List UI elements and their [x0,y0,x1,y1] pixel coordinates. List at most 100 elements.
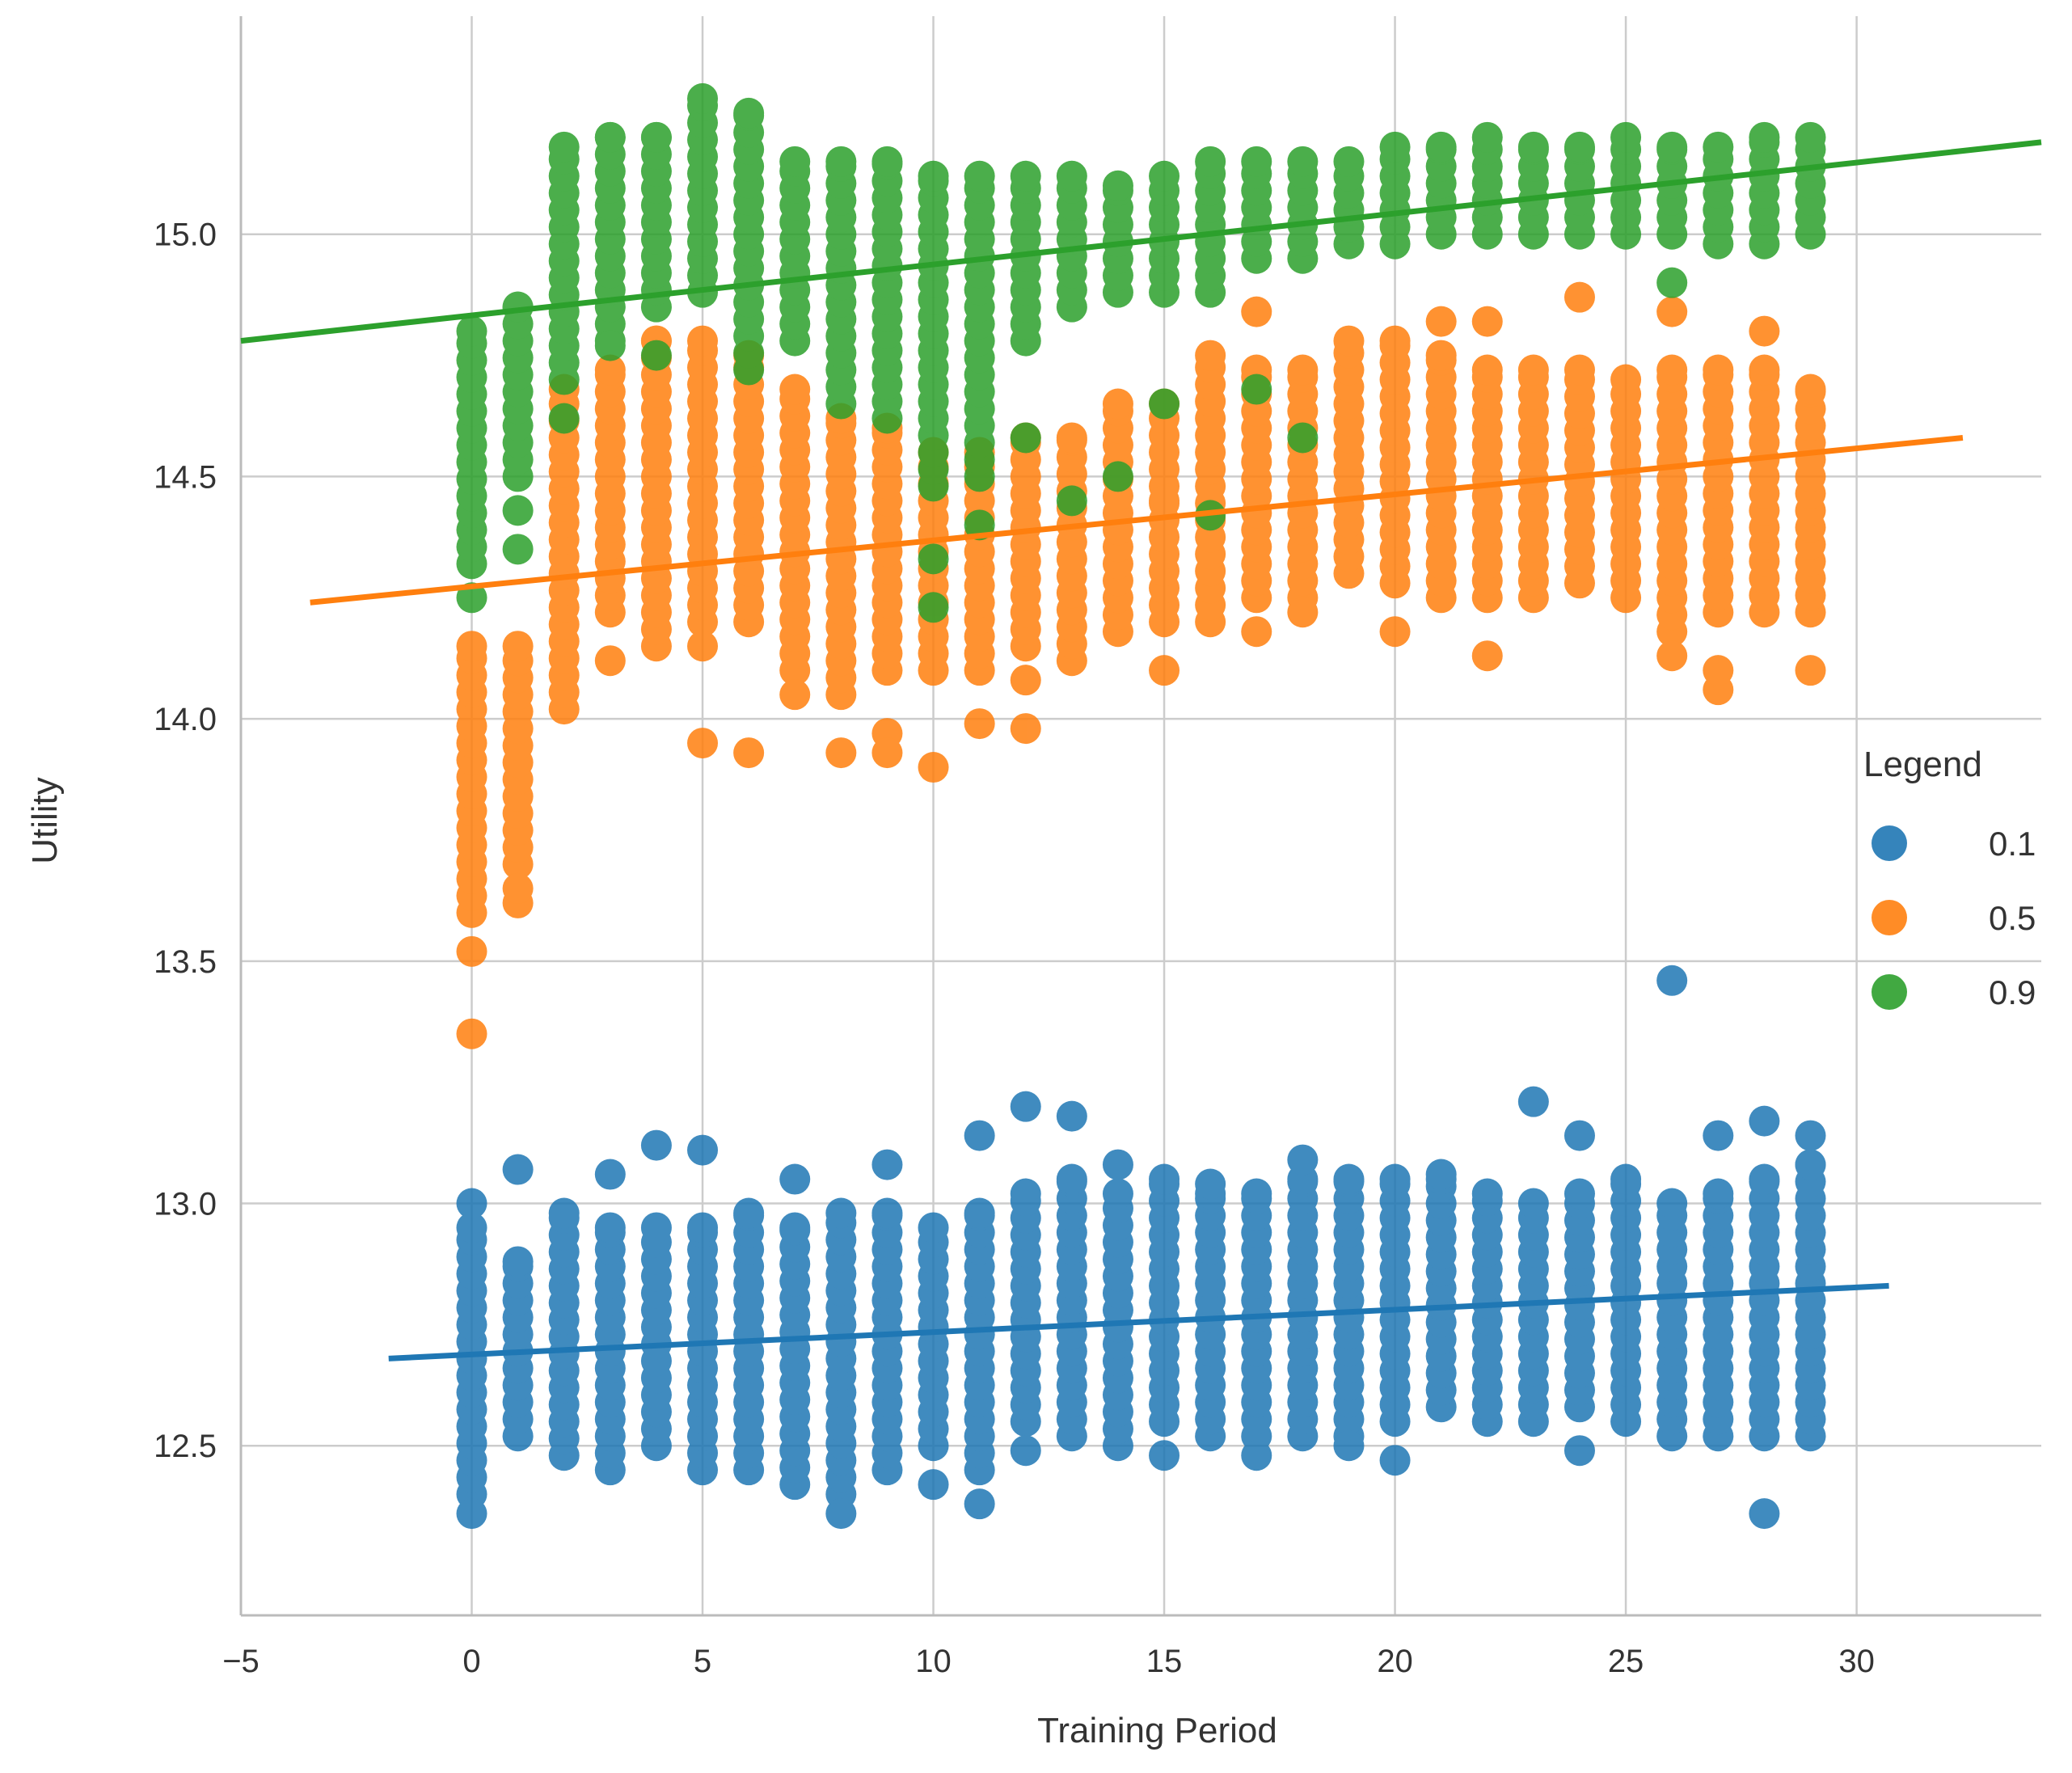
x-tick-label: 5 [694,1644,711,1679]
legend-label-0.1: 0.1 [1989,825,2036,863]
data-point [1703,131,1734,163]
regression-lines [240,139,2042,1361]
data-point [594,1212,626,1243]
data-point [640,121,672,153]
data-point [1563,1120,1595,1151]
tick-labels: −5 0 5 10 15 20 25 30 12.5 13.0 13.5 14.0 14.5 15.0 [154,217,1875,1679]
x-tick-label: 30 [1838,1644,1875,1679]
trend-line-0.5 [310,434,1964,606]
data-point [1425,1159,1457,1190]
data-point [687,1134,719,1166]
data-point [1656,1188,1688,1219]
grid-lines [239,16,2041,1615]
data-point [456,1212,487,1243]
data-point [640,1212,672,1243]
data-point [594,645,626,677]
series-0.5-points [456,281,1826,1049]
data-point [502,631,534,662]
data-point [1102,461,1133,492]
data-point [779,1163,811,1195]
data-point [456,631,487,662]
data-point [1379,616,1411,648]
data-point [1425,306,1457,337]
data-point [1379,1445,1411,1476]
data-point [1656,267,1688,298]
data-point [1195,146,1226,177]
data-point [1656,296,1688,327]
data-point [502,1246,534,1277]
data-point [779,146,811,177]
data-point [871,1197,903,1229]
data-point [918,543,949,575]
data-point [871,146,903,177]
data-point [1010,1435,1041,1467]
data-point [1379,325,1411,357]
data-point [1471,354,1503,386]
data-point [1102,1178,1133,1209]
data-point [1656,354,1688,386]
y-tick-label: 15.0 [154,217,217,253]
data-point [1471,640,1503,672]
data-point [1517,1188,1549,1219]
data-point [825,146,857,177]
data-point [1795,374,1826,405]
data-point [594,1159,626,1190]
data-point [1749,1163,1780,1195]
data-point [1195,340,1226,371]
data-point [1333,1163,1365,1195]
data-point [1610,1163,1642,1195]
x-axis-label: Training Period [1037,1711,1277,1750]
data-point [1749,121,1780,153]
data-point [1563,1178,1595,1209]
series-0.9-points [456,82,1826,623]
data-point [548,131,580,163]
data-point [918,160,949,192]
data-point [502,495,534,526]
data-point [1656,965,1688,996]
data-point [1149,1163,1180,1195]
data-point [1703,1120,1734,1151]
axes [239,16,2041,1617]
data-point [825,1197,857,1229]
data-point [1795,121,1826,153]
data-point [1056,485,1087,517]
data-point [456,935,487,967]
data-point [456,1498,487,1530]
data-point [548,403,580,434]
data-point [1703,354,1734,386]
data-point [1563,131,1595,163]
data-point [1010,713,1041,745]
data-point [1703,1178,1734,1209]
data-point [1795,1120,1826,1151]
data-point [1333,146,1365,177]
data-point [1195,1168,1226,1200]
data-point [964,708,995,740]
legend-label-0.9: 0.9 [1989,973,2036,1011]
data-point [640,340,672,371]
x-tick-label: −5 [222,1644,260,1679]
data-point [1517,1086,1549,1117]
data-point [1241,146,1272,177]
data-point [1610,364,1642,395]
data-point [964,1488,995,1520]
data-point [687,1212,719,1243]
data-point [1287,1144,1319,1176]
data-point [1287,422,1319,454]
data-point [1149,655,1180,686]
data-point [1563,281,1595,313]
x-tick-label: 10 [915,1644,952,1679]
data-point [964,1197,995,1229]
data-point [687,325,719,357]
data-point [687,82,719,114]
data-point [1102,388,1133,420]
data-point [1471,306,1503,337]
data-point [640,1129,672,1161]
data-point [1056,1163,1087,1195]
data-point [1563,354,1595,386]
data-point [1149,1440,1180,1471]
data-point [1517,354,1549,386]
legend-marker-0.1 [1872,825,1907,861]
y-tick-label: 14.5 [154,459,217,495]
legend: Legend 0.1 0.5 0.9 [1863,745,2036,1011]
